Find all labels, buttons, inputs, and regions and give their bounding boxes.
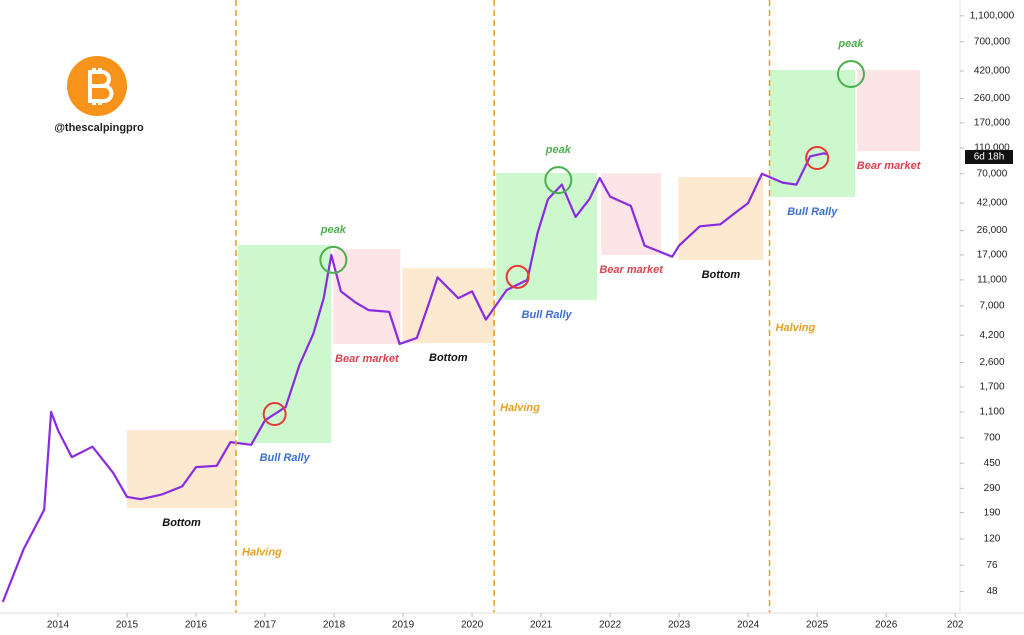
x-tick-label: 2023: [668, 620, 691, 631]
y-tick-label: 2,600: [979, 357, 1004, 368]
y-tick-label: 11,000: [977, 275, 1007, 286]
y-tick-label: 110,000: [974, 143, 1010, 154]
y-tick-label: 1,700: [979, 382, 1004, 393]
zone-label: Bottom: [702, 269, 741, 281]
price-line: [1, 152, 828, 603]
x-tick-label: 202: [947, 620, 964, 631]
zone-label: Bear market: [857, 160, 922, 172]
halving-label: Halving: [776, 322, 816, 334]
x-tick-label: 2021: [530, 620, 553, 631]
y-tick-label: 26,000: [977, 225, 1008, 236]
x-tick-label: 2019: [392, 620, 415, 631]
zone: [333, 249, 401, 344]
y-tick-label: 4,200: [979, 330, 1004, 341]
x-tick-label: 2016: [185, 620, 208, 631]
x-tick-label: 2024: [737, 620, 760, 631]
highlight-circle: [319, 245, 348, 274]
x-tick-label: 2018: [323, 620, 346, 631]
highlight-circle: [262, 402, 287, 427]
peak-label: peak: [545, 144, 572, 156]
y-tick-label: 17,000: [977, 250, 1008, 261]
x-tick-label: 2026: [875, 620, 898, 631]
y-tick-label: 700: [984, 432, 1001, 443]
y-tick-label: 7,000: [979, 300, 1004, 311]
x-tick-label: 2017: [254, 620, 277, 631]
watermark-bg: [56, 120, 142, 136]
y-tick-label: 70,000: [977, 168, 1008, 179]
peak-label: peak: [837, 38, 864, 50]
highlight-circle: [544, 166, 573, 195]
zone-label: Bull Rally: [522, 309, 573, 321]
y-tick-label: 42,000: [977, 198, 1008, 209]
logo: @thescalpingpro: [54, 56, 144, 136]
y-tick-label: 120: [984, 534, 1001, 545]
highlight-circle: [805, 145, 830, 170]
halving-label: Halving: [500, 402, 540, 414]
x-tick-label: 2022: [599, 620, 622, 631]
zone: [678, 177, 764, 260]
y-tick-label: 450: [984, 458, 1001, 469]
zone: [496, 173, 597, 301]
y-tick-label: 190: [984, 507, 1001, 518]
highlight-circle: [505, 264, 530, 289]
price-tag: 6d 18h: [974, 152, 1005, 163]
zone: [402, 268, 495, 344]
zone: [601, 173, 662, 255]
price-tag-bg: [965, 150, 1013, 164]
zone-label: Bull Rally: [260, 452, 311, 464]
y-tick-label: 260,000: [974, 93, 1011, 104]
watermark: @thescalpingpro: [54, 122, 144, 134]
y-tick-label: 1,100,000: [970, 10, 1015, 21]
x-tick-label: 2015: [116, 620, 139, 631]
y-tick-label: 420,000: [974, 66, 1011, 77]
plot-area: Bottom Bull Rally Bear market Bottom Bull Ra…: [1, 0, 922, 613]
x-tick-label: 2014: [47, 620, 70, 631]
y-tick-label: 700,000: [974, 36, 1011, 47]
logo-symbol: [88, 68, 114, 105]
zone-label: Bull Rally: [787, 206, 838, 218]
zone: [769, 69, 856, 197]
y-tick-label: 48: [986, 586, 998, 597]
zone: [857, 69, 920, 152]
zone-label: Bear market: [599, 264, 664, 276]
zone-label: Bottom: [429, 352, 468, 364]
zone-label: Bear market: [335, 353, 400, 365]
y-tick-label: 76: [986, 560, 998, 571]
highlight-circle: [836, 59, 865, 88]
y-tick-label: 290: [984, 483, 1001, 494]
x-tick-label: 2025: [806, 620, 829, 631]
halving-label: Halving: [242, 546, 282, 558]
x-tick-label: 2020: [461, 620, 484, 631]
zone: [126, 430, 237, 508]
peak-label: peak: [320, 224, 347, 236]
y-tick-label: 1,100: [979, 407, 1004, 418]
zone-label: Bottom: [162, 517, 201, 529]
y-tick-label: 170,000: [974, 118, 1011, 129]
